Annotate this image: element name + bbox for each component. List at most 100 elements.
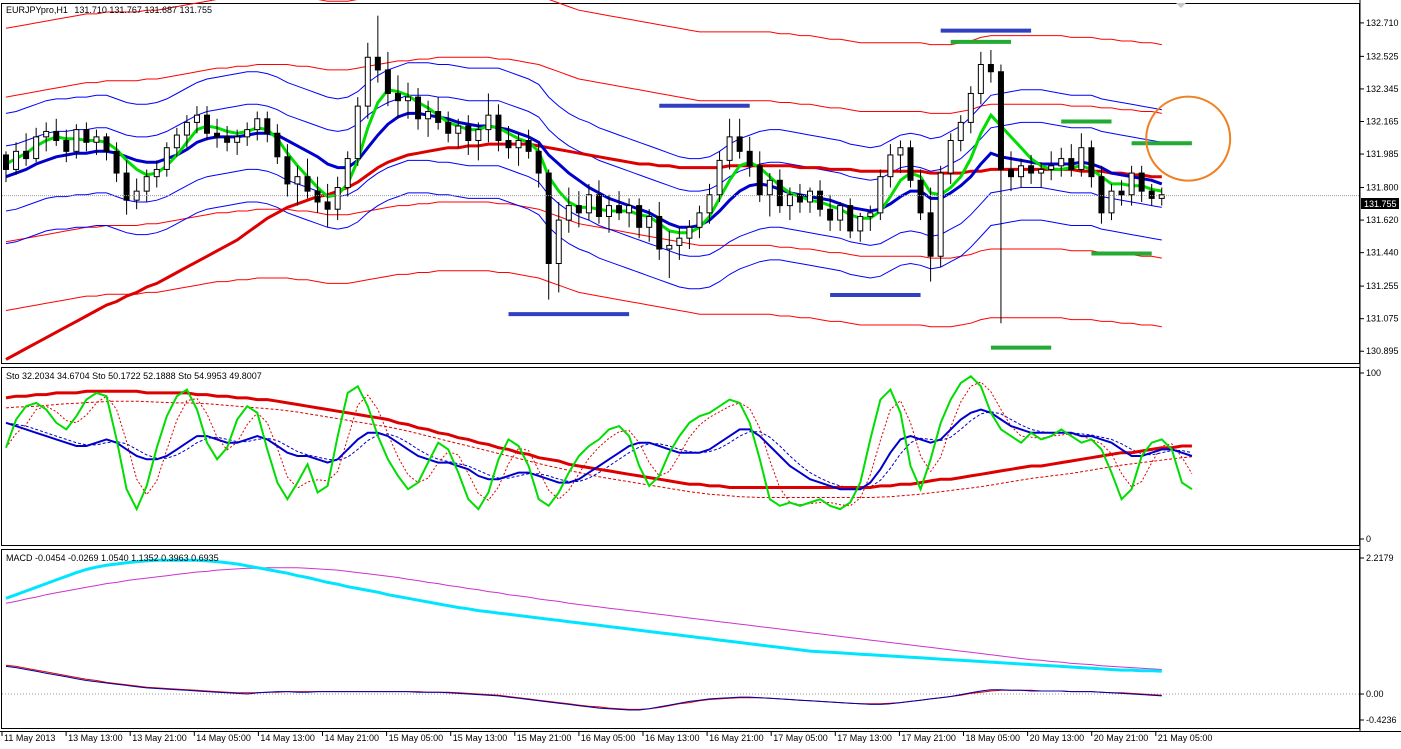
candle [987,50,994,83]
candle-body-bull [807,190,813,203]
price-panel[interactable] [2,0,1360,361]
current-price-text: 131.755 [1364,199,1397,209]
candle-body-bull [706,194,713,214]
stoch-tick-label: 0 [1366,534,1371,544]
candle [415,88,422,130]
candle [1008,151,1014,192]
candle-body-bull [405,96,411,102]
time-tick-label: 17 May 05:00 [773,733,828,743]
candle-body-bull [43,130,50,138]
candle-body-bull [425,111,432,120]
candle [917,169,924,221]
panel-frames [0,0,1401,732]
candle-body-bull [726,136,733,161]
candle-body-bear [987,64,994,73]
candle [405,82,411,119]
macd-tick-label: 0.00 [1366,689,1384,699]
candle-body-bear [1148,190,1155,199]
ma-slow-line [5,142,1162,361]
candle-body-bear [746,150,753,167]
candle-body-bull [1158,194,1165,199]
bb-fast-lower [5,192,1162,290]
candle [73,124,80,159]
candle [204,106,210,141]
candle [786,187,793,221]
candle-body-bear [817,190,824,210]
candle [1158,187,1165,206]
candle-body-bull [294,176,301,185]
candle-body-bull [33,136,40,160]
candle [897,140,904,174]
stoch-fast-signal [5,381,1193,507]
macd-panel[interactable] [2,558,1360,711]
candle [1108,183,1115,221]
stoch-slow-signal [5,411,1193,490]
candle [364,42,371,119]
candle-body-bear [214,132,221,138]
candle-body-bear [304,176,311,192]
price-tick-label: 132.165 [1366,116,1399,126]
candle [927,187,934,282]
candle [626,198,633,228]
candle-body-bull [244,129,251,138]
scroll-marker-icon[interactable] [1176,3,1186,8]
candle-body-bear [103,136,110,152]
candle-body-bear [63,139,70,152]
ohlc-label: 131.710 131.767 131.687 131.755 [74,5,212,15]
candle-body-bear [435,111,442,123]
candle-body-bull [967,92,974,123]
candle-body-bear [1098,176,1105,214]
candle-body-bear [1118,190,1125,196]
candle [314,176,321,213]
macd-tick-label: -0.4236 [1366,715,1397,725]
highlight-circle[interactable] [1145,95,1232,182]
candle [23,133,30,166]
candle [465,115,472,155]
candle [425,100,432,137]
candle [254,111,261,141]
candle-body-bear [575,205,582,214]
candle [284,144,291,197]
candle-body-bear [465,125,472,141]
candle-body-bear [796,194,803,203]
candle [485,93,492,143]
candle-body-bear [224,136,231,143]
candle [877,169,884,221]
candle-body-bull [344,158,351,189]
candle [475,122,482,161]
candle-body-bull [977,64,984,94]
candle [324,183,331,228]
candle-body-bear [636,205,643,228]
stochastic-panel[interactable] [5,375,1193,512]
candle-body-bull [837,205,844,221]
candle [505,126,512,159]
stoch-slowest-line [5,389,1192,489]
candle-body-bear [927,212,934,257]
candle [173,127,180,157]
candle-body-bear [284,156,291,185]
candle [676,227,683,260]
candle-body-bull [364,56,371,107]
candle-body-bear [847,205,854,232]
time-tick-label: 14 May 13:00 [260,733,315,743]
time-tick-label: 17 May 21:00 [901,733,956,743]
price-tick-label: 131.440 [1366,248,1399,258]
stoch-fast-line [5,375,1193,512]
candle-body-bull [646,215,653,228]
candle [163,142,170,177]
candle-body-bull [143,176,150,192]
time-tick-label: 15 May 21:00 [517,733,572,743]
candle [334,176,341,221]
candle-body-bull [716,159,723,196]
axes: 132.710 132.525 132.345 132.165 131.985 131.8… [1,18,1399,743]
time-tick-label: 21 May 05:00 [1158,733,1213,743]
candle-body-bear [827,208,834,221]
candle [585,183,592,221]
candle-body-bear [23,150,30,160]
candle [113,142,120,183]
candle-body-bull [887,154,894,178]
candle-body-bull [1078,147,1085,170]
candle [53,118,60,146]
